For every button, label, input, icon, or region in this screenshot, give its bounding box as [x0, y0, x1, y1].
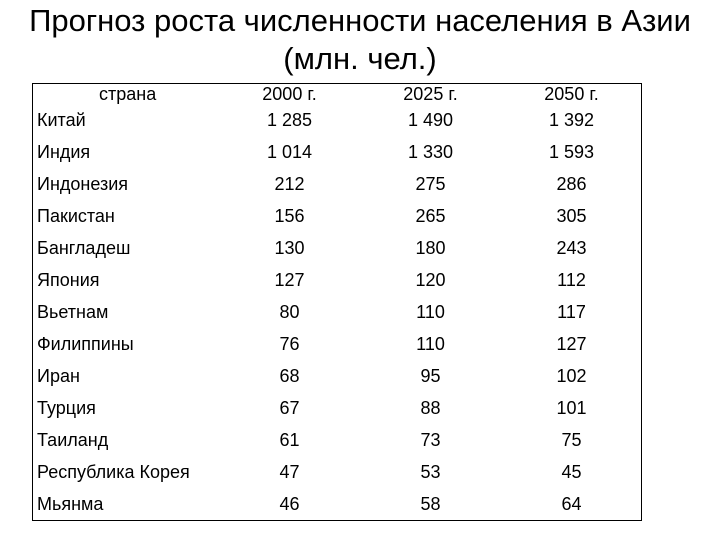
- value-2000-cell: 1 014: [266, 142, 313, 163]
- value-2050-cell: 305: [556, 206, 587, 227]
- country-cell: Япония: [37, 270, 100, 291]
- table-row: Турция 67 88 101: [33, 392, 642, 424]
- value-2025-cell: 120: [415, 270, 446, 291]
- country-cell: Таиланд: [37, 429, 109, 450]
- table-row: Китай 1 285 1 490 1 392: [33, 105, 642, 137]
- table-row: Республика Корея 47 53 45: [33, 456, 642, 488]
- table-row: Япония 127 120 112: [33, 265, 642, 297]
- population-table-frame: страна 2000 г. 2025 г. 2050 г. Китай 1 2…: [32, 83, 642, 521]
- table-header-row: страна 2000 г. 2025 г. 2050 г.: [33, 84, 642, 105]
- value-2025-cell: 275: [415, 174, 446, 195]
- header-year-2050: 2050 г.: [544, 84, 599, 104]
- title-line-1: Прогноз роста численности населения в Аз…: [29, 3, 691, 38]
- country-cell: Мьянма: [37, 493, 104, 514]
- table-row: Пакистан 156 265 305: [33, 201, 642, 233]
- country-cell: Индонезия: [37, 174, 129, 195]
- country-cell: Бангладеш: [37, 238, 131, 259]
- value-2050-cell: 127: [556, 333, 587, 354]
- value-2000-cell: 1 285: [266, 110, 313, 131]
- table-row: Таиланд 61 73 75: [33, 424, 642, 456]
- value-2000-cell: 47: [279, 461, 300, 482]
- value-2025-cell: 265: [415, 206, 446, 227]
- value-2050-cell: 243: [556, 238, 587, 259]
- country-cell: Пакистан: [37, 206, 115, 227]
- table-row: Филиппины 76 110 127: [33, 328, 642, 360]
- value-2025-cell: 110: [416, 301, 445, 322]
- table-row: Вьетнам 80 110 117: [33, 297, 642, 329]
- value-2025-cell: 1 330: [407, 142, 454, 163]
- value-2025-cell: 53: [420, 461, 441, 482]
- value-2000-cell: 212: [274, 174, 305, 195]
- value-2000-cell: 67: [279, 397, 300, 418]
- table-row: Мьянма 46 58 64: [33, 488, 642, 520]
- country-cell: Китай: [37, 110, 86, 131]
- value-2025-cell: 58: [420, 493, 441, 514]
- table-row: Индия 1 014 1 330 1 593: [33, 137, 642, 169]
- header-year-2025: 2025 г.: [403, 84, 458, 104]
- header-country: страна: [99, 84, 157, 104]
- value-2050-cell: 101: [556, 397, 587, 418]
- value-2025-cell: 95: [420, 365, 441, 386]
- value-2050-cell: 102: [556, 365, 587, 386]
- value-2000-cell: 46: [279, 493, 300, 514]
- table-row: Индонезия 212 275 286: [33, 169, 642, 201]
- country-cell: Филиппины: [37, 333, 134, 354]
- value-2050-cell: 1 593: [548, 142, 595, 163]
- value-2000-cell: 130: [274, 238, 305, 259]
- page-title: Прогноз роста численности населения в Аз…: [0, 2, 720, 78]
- value-2000-cell: 68: [279, 365, 300, 386]
- value-2050-cell: 1 392: [548, 110, 595, 131]
- country-cell: Вьетнам: [37, 301, 109, 322]
- value-2025-cell: 180: [415, 238, 446, 259]
- table-row: Бангладеш 130 180 243: [33, 233, 642, 265]
- country-cell: Республика Корея: [37, 461, 190, 482]
- value-2050-cell: 75: [561, 429, 582, 450]
- value-2025-cell: 110: [416, 333, 445, 354]
- value-2000-cell: 61: [279, 429, 300, 450]
- title-line-2: (млн. чел.): [283, 41, 437, 76]
- value-2050-cell: 112: [557, 270, 586, 291]
- value-2050-cell: 117: [557, 301, 586, 322]
- country-cell: Иран: [37, 365, 80, 386]
- header-year-2000: 2000 г.: [262, 84, 317, 104]
- table-row: Иран 68 95 102: [33, 360, 642, 392]
- value-2000-cell: 80: [279, 301, 300, 322]
- value-2025-cell: 73: [420, 429, 441, 450]
- value-2025-cell: 1 490: [407, 110, 454, 131]
- population-table: страна 2000 г. 2025 г. 2050 г. Китай 1 2…: [33, 84, 642, 520]
- value-2000-cell: 156: [274, 206, 305, 227]
- country-cell: Турция: [37, 397, 96, 418]
- value-2050-cell: 45: [561, 461, 582, 482]
- value-2000-cell: 76: [279, 333, 300, 354]
- country-cell: Индия: [37, 142, 91, 163]
- value-2050-cell: 286: [556, 174, 587, 195]
- value-2000-cell: 127: [274, 270, 305, 291]
- value-2025-cell: 88: [420, 397, 441, 418]
- value-2050-cell: 64: [561, 493, 582, 514]
